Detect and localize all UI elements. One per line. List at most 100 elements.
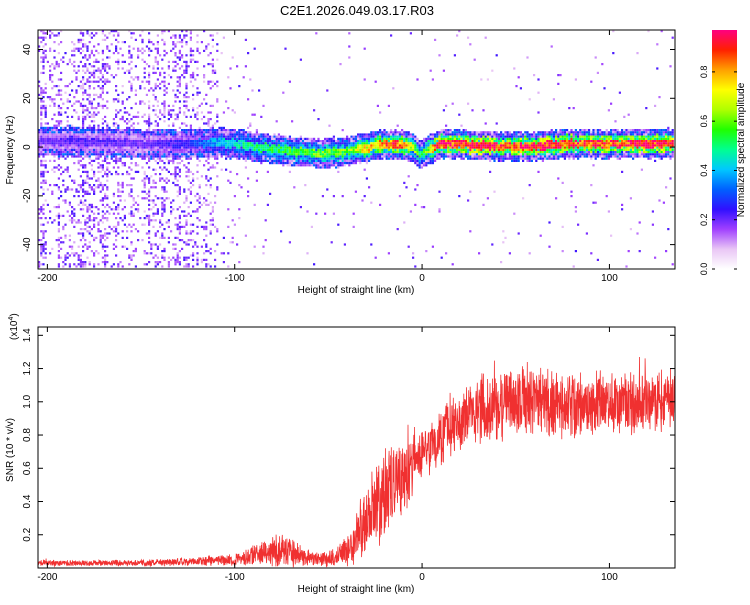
heatmap-cell bbox=[447, 155, 450, 158]
heatmap-cell bbox=[273, 135, 276, 138]
heatmap-cell bbox=[163, 210, 166, 213]
heatmap-cell bbox=[412, 148, 415, 151]
heatmap-cell bbox=[57, 186, 60, 189]
heatmap-cell bbox=[57, 142, 60, 145]
heatmap-cell bbox=[178, 49, 181, 52]
heatmap-cell bbox=[117, 263, 120, 266]
heatmap-cell bbox=[513, 133, 516, 136]
heatmap-cell bbox=[478, 153, 481, 156]
heatmap-cell bbox=[497, 135, 500, 138]
heatmap-cell bbox=[231, 148, 234, 151]
heatmap-cell bbox=[379, 144, 382, 147]
heatmap-cell bbox=[284, 142, 287, 145]
heatmap-cell bbox=[57, 221, 60, 224]
heatmap-cell bbox=[401, 148, 404, 151]
heatmap-cell bbox=[328, 148, 331, 151]
heatmap-cell bbox=[134, 133, 137, 136]
heatmap-cell bbox=[95, 129, 98, 132]
heatmap-cell bbox=[321, 146, 324, 149]
heatmap-cell bbox=[332, 144, 335, 147]
heatmap-cell bbox=[145, 197, 148, 200]
heatmap-cell bbox=[62, 140, 65, 143]
heatmap-cell bbox=[152, 181, 155, 184]
heatmap-cell bbox=[90, 74, 93, 77]
heatmap-cell bbox=[407, 142, 410, 145]
heatmap-cell bbox=[86, 175, 89, 178]
heatmap-cell bbox=[82, 76, 85, 79]
heatmap-cell bbox=[218, 142, 221, 145]
heatmap-cell bbox=[473, 144, 476, 147]
heatmap-cell bbox=[141, 153, 144, 156]
heatmap-cell bbox=[392, 140, 395, 143]
heatmap-cell bbox=[286, 137, 289, 140]
heatmap-cell bbox=[82, 195, 85, 198]
heatmap-cell bbox=[57, 91, 60, 94]
heatmap-cell bbox=[71, 140, 74, 143]
heatmap-cell bbox=[117, 208, 120, 211]
heatmap-cell bbox=[383, 144, 386, 147]
heatmap-cell bbox=[148, 142, 151, 145]
heatmap-cell bbox=[363, 78, 366, 81]
heatmap-cell bbox=[145, 232, 148, 235]
heatmap-cell bbox=[174, 146, 177, 149]
heatmap-cell bbox=[187, 133, 190, 136]
heatmap-cell bbox=[82, 131, 85, 134]
heatmap-cell bbox=[66, 129, 69, 132]
heatmap-cell bbox=[172, 173, 175, 176]
heatmap-cell bbox=[471, 137, 474, 140]
heatmap-cell bbox=[218, 146, 221, 149]
heatmap-cell bbox=[152, 155, 155, 158]
heatmap-cell bbox=[192, 93, 195, 96]
heatmap-cell bbox=[220, 129, 223, 132]
heatmap-cell bbox=[445, 104, 448, 107]
heatmap-cell bbox=[117, 135, 120, 138]
heatmap-cell bbox=[172, 129, 175, 132]
heatmap-cell bbox=[97, 170, 100, 173]
heatmap-cell bbox=[53, 206, 56, 209]
heatmap-cell bbox=[117, 41, 120, 44]
heatmap-cell bbox=[60, 41, 63, 44]
heatmap-cell bbox=[88, 214, 91, 217]
heatmap-cell bbox=[295, 148, 298, 151]
heatmap-cell bbox=[104, 69, 107, 72]
heatmap-cell bbox=[139, 151, 142, 154]
heatmap-cell bbox=[304, 157, 307, 160]
heatmap-cell bbox=[73, 252, 76, 255]
heatmap-cell bbox=[229, 181, 232, 184]
heatmap-cell bbox=[82, 137, 85, 140]
heatmap-cell bbox=[405, 148, 408, 151]
heatmap-cell bbox=[196, 155, 199, 158]
heatmap-cell bbox=[154, 261, 157, 264]
heatmap-cell bbox=[51, 146, 54, 149]
heatmap-cell bbox=[40, 153, 43, 156]
heatmap-cell bbox=[192, 177, 195, 180]
heatmap-cell bbox=[231, 146, 234, 149]
heatmap-cell bbox=[90, 228, 93, 231]
heatmap-cell bbox=[130, 89, 133, 92]
heatmap-cell bbox=[326, 159, 329, 162]
heatmap-cell bbox=[71, 89, 74, 92]
heatmap-cell bbox=[456, 142, 459, 145]
heatmap-cell bbox=[339, 142, 342, 145]
heatmap-cell bbox=[299, 159, 302, 162]
heatmap-cell bbox=[148, 120, 151, 123]
heatmap-cell bbox=[354, 159, 357, 162]
heatmap-cell bbox=[365, 151, 368, 154]
heatmap-cell bbox=[130, 195, 133, 198]
heatmap-cell bbox=[502, 159, 505, 162]
heatmap-cell bbox=[418, 142, 421, 145]
heatmap-cell bbox=[110, 129, 113, 132]
heatmap-cell bbox=[40, 41, 43, 44]
heatmap-cell bbox=[44, 181, 47, 184]
heatmap-cell bbox=[57, 188, 60, 191]
heatmap-cell bbox=[181, 41, 184, 44]
heatmap-cell bbox=[475, 157, 478, 160]
heatmap-cell bbox=[431, 133, 434, 136]
heatmap-cell bbox=[207, 179, 210, 182]
heatmap-cell bbox=[293, 164, 296, 167]
heatmap-cell bbox=[93, 146, 96, 149]
heatmap-cell bbox=[104, 82, 107, 85]
heatmap-cell bbox=[383, 135, 386, 138]
heatmap-cell bbox=[93, 131, 96, 134]
heatmap-cell bbox=[82, 87, 85, 90]
